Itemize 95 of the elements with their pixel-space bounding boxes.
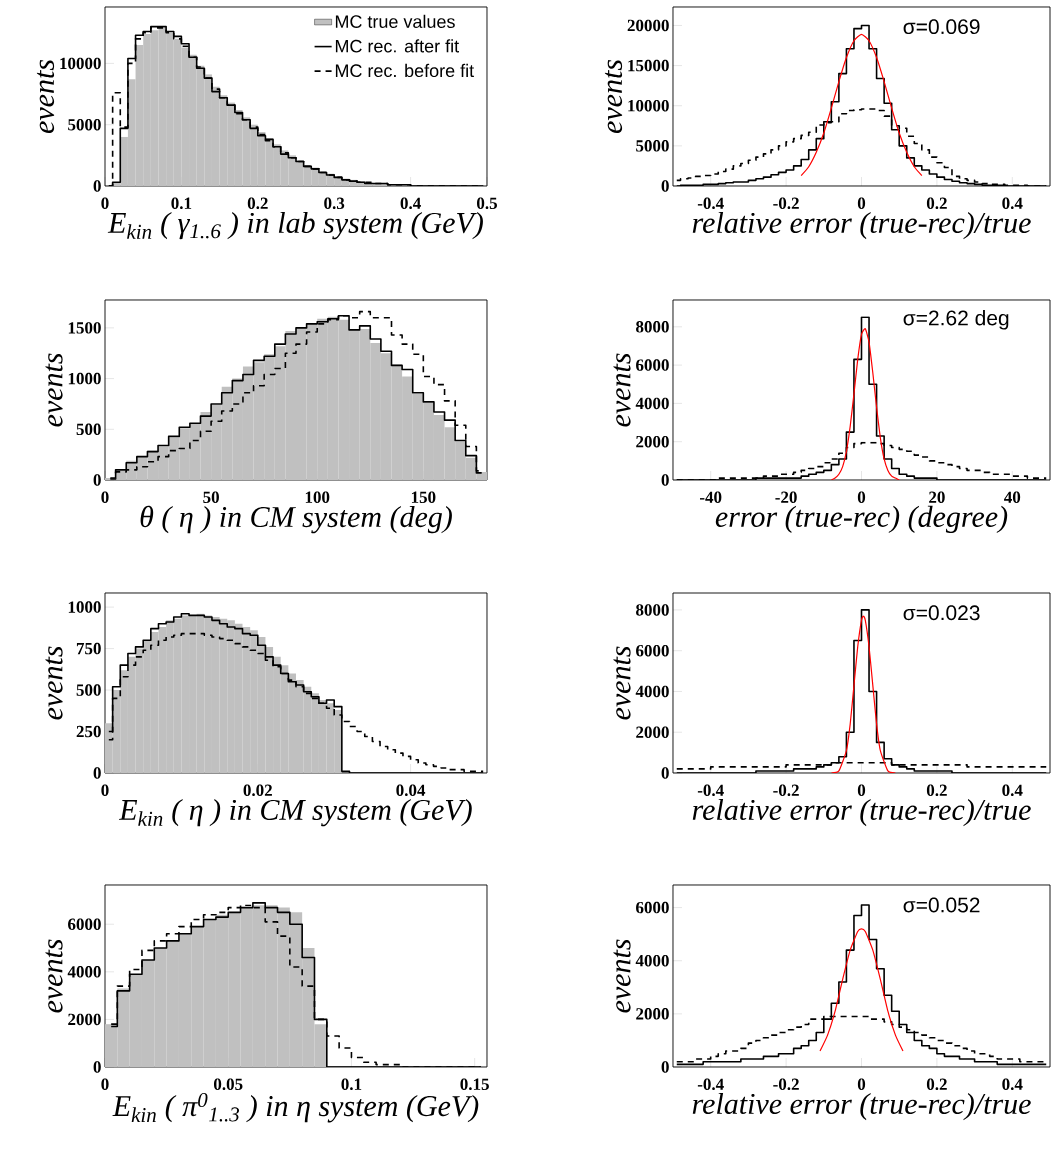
x-tick-label: 0 — [101, 784, 109, 797]
y-tick-label: 10000 — [60, 57, 101, 70]
y-tick-label: 750 — [76, 642, 101, 655]
x-tick-label: 150 — [411, 491, 436, 503]
y-tick-label: 2000 — [68, 1013, 101, 1026]
legend-label: MC true values — [335, 14, 455, 28]
x-tick-label: 0.05 — [213, 1078, 243, 1091]
y-tick-label: 20000 — [627, 19, 669, 32]
x-tick-label: -40 — [700, 491, 722, 503]
y-tick-label: 1000 — [68, 601, 101, 613]
y-tick-label: 1000 — [68, 372, 101, 385]
x-tick-label: -0.4 — [697, 784, 724, 797]
y-tick-label: 0 — [93, 767, 101, 779]
y-tick-label: 15000 — [628, 59, 669, 72]
x-tick-label: -0.2 — [773, 197, 799, 210]
y-tick-label: 0 — [93, 474, 101, 486]
x-axis-title: relative error (true-rec)/true — [692, 798, 1031, 827]
y-tick-label: 4000 — [635, 954, 669, 967]
x-axis-title: error (true-rec) (degree) — [715, 505, 1008, 534]
y-tick-label: 0 — [93, 1061, 101, 1073]
annotation: σ=2.62 deg — [903, 310, 1009, 330]
x-tick-label: 0.1 — [171, 197, 192, 210]
y-axis-title: events — [613, 646, 631, 720]
x-tick-label: -20 — [775, 491, 797, 503]
x-tick-label: -0.2 — [773, 1078, 799, 1091]
y-tick-label: 6000 — [636, 644, 669, 657]
y-tick-label: 4000 — [635, 397, 669, 410]
x-tick-label: 0.3 — [324, 197, 345, 210]
y-axis-title: events — [613, 939, 631, 1013]
y-tick-label: 4000 — [635, 685, 669, 698]
y-tick-label: 0 — [93, 180, 101, 192]
x-axis-title: E$_{kin}$ ( π$^{0}$$_{1..3}$ ) in η system (GeV) — [112, 1092, 479, 1123]
x-tick-label: 0.4 — [1002, 1078, 1023, 1091]
y-tick-label: 6000 — [636, 901, 669, 914]
y-axis-title: events — [45, 353, 63, 427]
x-tick-label: 0 — [857, 784, 866, 797]
y-tick-label: 0 — [661, 180, 669, 192]
y-axis-title: events — [613, 353, 631, 427]
x-tick-label: 0.04 — [396, 784, 426, 797]
x-tick-label: 0.2 — [926, 784, 947, 797]
x-tick-label: 20 — [929, 491, 945, 503]
x-axis-title: E$_{kin}$ ( γ$_{1..6}$ ) in lab system (GeV) — [107, 211, 483, 240]
x-axis-title: E$_{kin}$ ( η ) in CM system (GeV) — [118, 798, 472, 827]
y-axis-title: events — [36, 59, 55, 134]
y-axis-title: events — [604, 59, 623, 134]
y-axis-title: events — [45, 939, 63, 1013]
x-tick-label: 0 — [857, 491, 866, 503]
x-tick-label: 0.02 — [243, 784, 272, 797]
x-tick-label: 40 — [1004, 491, 1021, 503]
x-tick-label: 0.1 — [341, 1078, 362, 1091]
y-tick-label: 6000 — [636, 359, 669, 371]
x-tick-label: 0.5 — [477, 197, 497, 210]
x-tick-label: 0 — [857, 1078, 866, 1091]
x-tick-label: 50 — [203, 491, 219, 503]
x-axis-title: θ ( η ) in CM system (deg) — [140, 505, 452, 534]
x-axis-title: relative error (true-rec)/true — [692, 211, 1031, 240]
x-tick-label: 0.2 — [926, 1078, 947, 1091]
x-tick-label: -0.4 — [697, 197, 724, 210]
y-tick-label: 500 — [76, 684, 101, 696]
legend-label: MC rec. before fit — [335, 63, 475, 78]
y-tick-label: 500 — [76, 423, 101, 436]
annotation: σ=0.023 — [903, 605, 980, 621]
x-tick-label: 0.15 — [460, 1078, 489, 1091]
y-tick-label: 4000 — [67, 966, 101, 978]
y-tick-label: 10000 — [628, 99, 669, 112]
x-tick-label: 0.2 — [926, 197, 947, 210]
x-tick-label: 0 — [101, 1078, 109, 1091]
y-tick-label: 0 — [661, 1061, 669, 1073]
x-tick-label: 0.4 — [1002, 784, 1023, 797]
x-tick-label: 100 — [305, 491, 330, 503]
x-tick-label: -0.4 — [697, 1078, 724, 1091]
x-tick-label: 0 — [101, 491, 109, 503]
y-tick-label: 0 — [661, 474, 669, 486]
annotation: σ=0.069 — [903, 19, 980, 35]
x-tick-label: -0.2 — [773, 784, 799, 797]
y-tick-label: 1500 — [68, 322, 101, 334]
y-tick-label: 8000 — [636, 321, 669, 333]
x-axis-title: relative error (true-rec)/true — [692, 1092, 1031, 1121]
x-tick-label: 0.4 — [400, 197, 421, 210]
y-tick-label: 8000 — [636, 604, 669, 616]
y-axis-title: events — [45, 646, 63, 720]
x-tick-label: 0.2 — [247, 197, 268, 210]
y-tick-label: 0 — [661, 767, 669, 779]
x-tick-label: 0.4 — [1002, 197, 1023, 210]
y-tick-label: 2000 — [636, 726, 669, 738]
y-tick-label: 250 — [76, 725, 101, 738]
annotation: σ=0.052 — [903, 897, 980, 913]
x-tick-label: 0 — [101, 197, 109, 209]
y-tick-label: 5000 — [68, 118, 101, 131]
y-tick-label: 5000 — [636, 140, 669, 152]
y-tick-label: 2000 — [636, 435, 669, 448]
y-tick-label: 2000 — [636, 1008, 669, 1020]
legend-label: MC rec. after fit — [335, 39, 459, 53]
y-tick-label: 6000 — [68, 918, 101, 930]
x-tick-label: 0 — [857, 197, 866, 209]
